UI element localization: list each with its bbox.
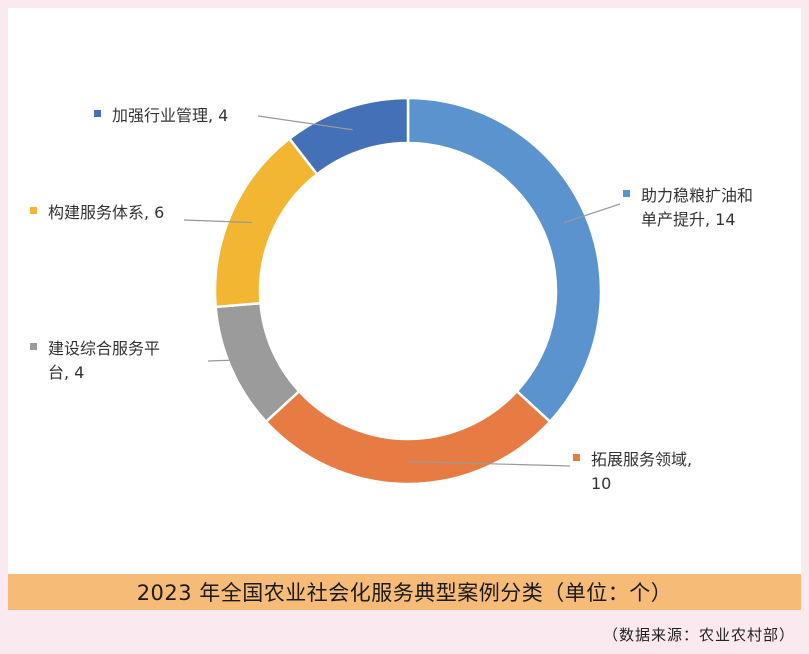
slice-label: 单产提升, 14: [641, 210, 736, 229]
leader-line: [207, 358, 252, 362]
data-source: （数据来源：农业农村部）: [602, 626, 795, 644]
slice-label: 构建服务体系, 6: [48, 203, 164, 222]
donut-slices: [213, 96, 603, 486]
slice-label: 10: [591, 474, 611, 493]
slice-guanli: [287, 96, 410, 176]
slice-tixi: [213, 136, 319, 309]
leader-line: [183, 219, 252, 224]
leader-line: [563, 203, 621, 224]
slice-label: 建设综合服务平: [48, 339, 160, 358]
label-marker: [30, 343, 37, 350]
leader-line: [257, 115, 353, 131]
slice-pingtai: [214, 301, 301, 424]
slice-label: 加强行业管理, 4: [112, 106, 228, 125]
slice-tuozhan: [264, 389, 552, 486]
slice-label: 拓展服务领域,: [591, 450, 692, 469]
chart-title: 2023 年全国农业社会化服务典型案例分类（单位：个）: [136, 581, 673, 605]
leader-line: [407, 460, 571, 467]
slice-label: 台, 4: [48, 363, 84, 382]
slice-label: 助力稳粮扩油和: [641, 186, 753, 205]
slice-liangyou: [406, 96, 603, 424]
label-marker: [573, 454, 580, 461]
label-marker: [30, 207, 37, 214]
leader-lines: [183, 115, 621, 467]
title-bar: 2023 年全国农业社会化服务典型案例分类（单位：个）: [8, 574, 801, 610]
label-marker: [623, 190, 630, 197]
chart-panel: 助力稳粮扩油和 单产提升, 14 拓展服务领域, 10 建设综合服务平 台, 4 构建服务体…: [8, 8, 801, 574]
label-marker: [94, 110, 101, 117]
